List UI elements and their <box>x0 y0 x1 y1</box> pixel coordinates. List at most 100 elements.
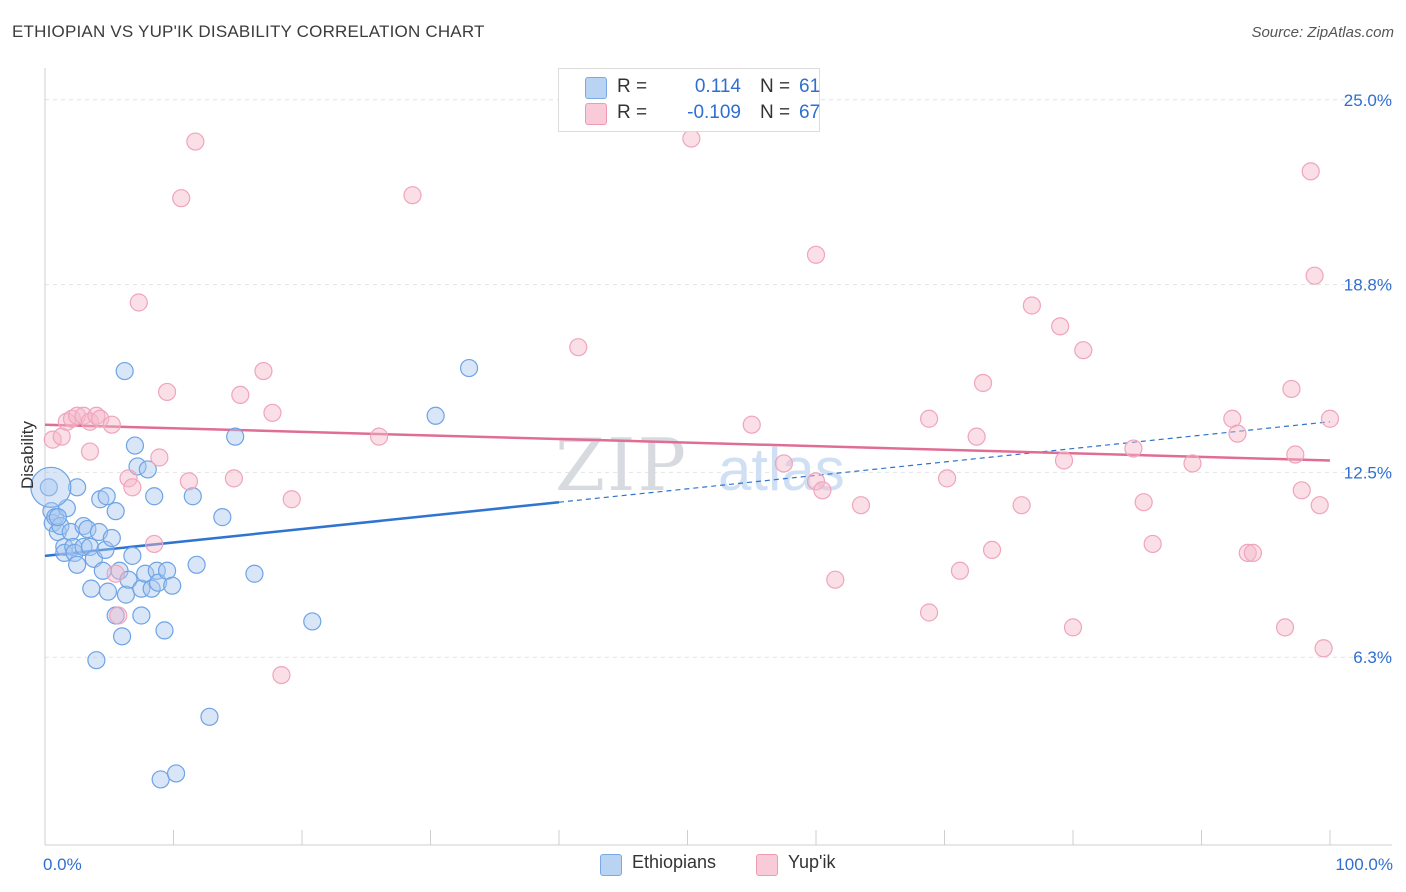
point-ethiopians <box>200 707 219 726</box>
point-ethiopians <box>132 579 151 598</box>
point-yupik <box>102 415 121 434</box>
point-ethiopians <box>183 487 202 506</box>
point-yupik <box>937 469 957 488</box>
point-yupik <box>742 415 761 434</box>
point-ethiopians <box>97 487 116 506</box>
point-ethiopians <box>155 621 174 640</box>
point-yupik <box>569 338 588 357</box>
point-yupik <box>1301 162 1320 181</box>
point-ethiopians <box>116 585 136 604</box>
point-yupik <box>774 454 793 473</box>
point-yupik <box>403 186 422 205</box>
legend-n-label: N = <box>760 102 791 123</box>
trend-line-ethiopians <box>44 500 560 558</box>
x-tick-label-max: 100.0% <box>1335 855 1393 874</box>
point-yupik <box>973 373 993 393</box>
point-yupik <box>1305 266 1324 285</box>
legend-r-value: 0.114 <box>694 76 741 97</box>
point-ethiopians <box>65 543 84 562</box>
point-yupik <box>1063 618 1083 637</box>
point-yupik <box>370 427 389 446</box>
point-yupik <box>263 403 282 422</box>
point-yupik <box>1314 639 1333 658</box>
trend-lines <box>44 421 1331 558</box>
legend-swatch-ethiopians <box>600 854 622 876</box>
point-yupik <box>1134 493 1153 512</box>
point-yupik <box>806 472 826 491</box>
point-ethiopians <box>68 478 87 497</box>
legend-n-value: 67 <box>799 102 821 123</box>
point-ethiopians <box>166 764 186 783</box>
point-yupik <box>129 293 148 312</box>
point-yupik <box>919 603 939 622</box>
point-yupik <box>91 409 110 428</box>
point-yupik <box>157 382 177 402</box>
point-yupik <box>224 469 243 488</box>
point-yupik <box>813 481 832 500</box>
data-points <box>30 129 1340 789</box>
point-ethiopians <box>80 537 100 557</box>
legend-label-ethiopians: Ethiopians <box>632 852 717 872</box>
legend-label-yupik: Yup'ik <box>788 852 836 872</box>
legend-n-label: N = <box>760 76 791 97</box>
point-yupik <box>80 442 100 461</box>
point-yupik <box>119 469 138 488</box>
point-yupik <box>682 129 701 148</box>
point-ethiopians <box>87 651 106 670</box>
point-ethiopians <box>138 460 157 479</box>
point-ethiopians <box>226 427 245 446</box>
point-yupik <box>172 189 191 208</box>
point-ethiopians <box>39 478 58 497</box>
point-ethiopians <box>115 361 134 381</box>
point-yupik <box>967 427 986 446</box>
point-ethiopians <box>125 436 145 455</box>
y-tick-label: 25.0% <box>1344 91 1392 110</box>
legend-n-value: 61 <box>799 76 821 97</box>
y-axis-label: Disability <box>18 420 37 489</box>
point-yupik <box>806 245 826 264</box>
point-ethiopians <box>132 606 151 625</box>
chart-title: ETHIOPIAN VS YUP'IK DISABILITY CORRELATI… <box>12 22 485 41</box>
watermark-zip: ZIP <box>555 423 688 507</box>
point-yupik <box>123 478 142 497</box>
point-ethiopians <box>303 612 322 631</box>
point-ethiopians <box>68 555 87 574</box>
point-ethiopians <box>245 564 264 583</box>
legend-r-label: R = <box>617 102 648 123</box>
y-tick-label: 6.3% <box>1353 648 1392 667</box>
point-yupik <box>919 409 939 428</box>
point-yupik <box>1074 341 1093 360</box>
axes <box>44 68 1392 846</box>
point-yupik <box>826 570 845 589</box>
point-yupik <box>109 606 128 625</box>
legend-swatch-yupik <box>585 103 607 125</box>
point-yupik <box>1282 379 1301 399</box>
point-yupik <box>1051 317 1070 336</box>
point-yupik <box>179 472 199 491</box>
legend-r-value: -0.109 <box>687 102 741 123</box>
point-ethiopians <box>74 537 93 557</box>
point-ethiopians <box>123 546 142 565</box>
point-yupik <box>57 412 76 431</box>
point-yupik <box>186 132 205 151</box>
point-ethiopians <box>145 487 164 506</box>
point-yupik <box>1238 543 1257 562</box>
point-ethiopians <box>459 358 479 378</box>
gridlines <box>45 99 1392 658</box>
y-tick-label: 12.5% <box>1344 463 1392 482</box>
point-yupik <box>1292 481 1311 500</box>
point-ethiopians <box>187 555 206 574</box>
point-yupik <box>62 409 82 428</box>
point-ethiopians <box>78 519 97 539</box>
point-yupik <box>1286 445 1305 464</box>
point-yupik <box>1275 618 1295 637</box>
point-yupik <box>1183 454 1202 473</box>
point-yupik <box>150 448 169 467</box>
point-yupik <box>1320 409 1340 428</box>
point-yupik <box>1228 424 1247 443</box>
point-ethiopians <box>112 627 132 646</box>
point-yupik <box>254 361 273 381</box>
point-yupik <box>1012 496 1031 515</box>
point-yupik <box>145 534 164 554</box>
